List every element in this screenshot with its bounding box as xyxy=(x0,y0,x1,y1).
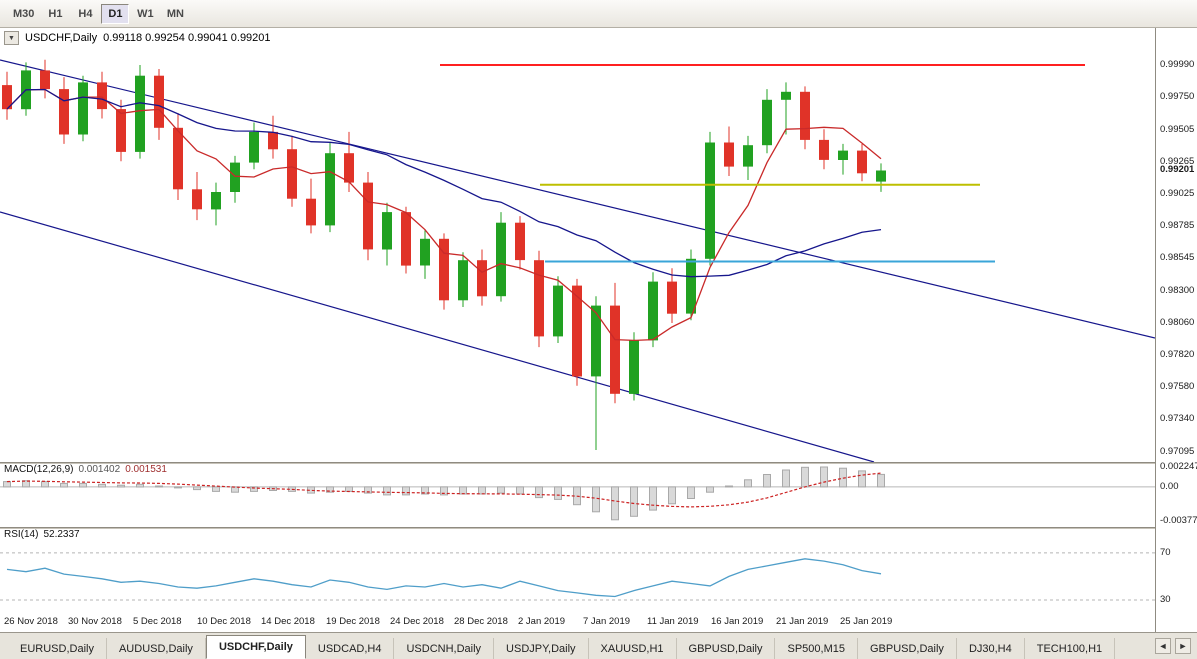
rsi-line xyxy=(6,558,882,598)
chart-tab-eurusd-daily[interactable]: EURUSD,Daily xyxy=(8,638,107,659)
chart-tab-dj30-h4[interactable]: DJ30,H4 xyxy=(957,638,1025,659)
price-scale-label: 0.97095 xyxy=(1160,446,1195,457)
candles xyxy=(2,59,886,450)
price-scale-label: 0.99505 xyxy=(1160,124,1195,135)
chart-tab-sp500-m15[interactable]: SP500,M15 xyxy=(775,638,858,659)
symbol-title: USDCHF,Daily xyxy=(25,32,98,44)
price-scale-label: 0.99265 xyxy=(1160,156,1195,167)
time-axis[interactable]: 26 Nov 2018 30 Nov 2018 5 Dec 2018 10 Dec 2… xyxy=(0,610,1155,632)
moving-average-20 xyxy=(6,88,882,278)
macd-scale-label: -0.003776 xyxy=(1160,515,1197,526)
rsi-label: RSI(14) xyxy=(4,529,39,540)
moving-average-5 xyxy=(6,88,882,342)
chart-tab-xauusd-h1[interactable]: XAUUSD,H1 xyxy=(589,638,677,659)
price-scale-label: 0.98060 xyxy=(1160,317,1195,328)
tab-scroll-right-icon[interactable]: ► xyxy=(1175,638,1191,654)
macd-header: MACD(12,26,9) 0.001402 0.001531 xyxy=(4,464,167,475)
price-scale-label: 0.97340 xyxy=(1160,413,1195,424)
date-label: 21 Jan 2019 xyxy=(776,616,829,627)
chart-tab-tech100-h1[interactable]: TECH100,H1 xyxy=(1025,638,1116,659)
chart-header: ▼ USDCHF,Daily 0.99118 0.99254 0.99041 0… xyxy=(4,31,271,45)
price-scale-label: 0.97820 xyxy=(1160,349,1195,360)
rsi-scale-label: 30 xyxy=(1160,594,1171,605)
timeframe-toolbar: M30 H1 H4 D1 W1 MN xyxy=(0,0,1197,28)
price-scale-label: 0.98545 xyxy=(1160,252,1195,263)
tab-scroll-controls: ◄ ► xyxy=(1155,638,1191,654)
macd-signal-value: 0.001531 xyxy=(125,464,167,475)
date-label: 28 Dec 2018 xyxy=(454,616,508,627)
price-scale-label: 0.98785 xyxy=(1160,220,1195,231)
chart-tab-gbpusd-daily[interactable]: GBPUSD,Daily xyxy=(858,638,957,659)
date-label: 14 Dec 2018 xyxy=(261,616,315,627)
rsi-scale-label: 70 xyxy=(1160,547,1171,558)
tab-scroll-left-icon[interactable]: ◄ xyxy=(1155,638,1171,654)
macd-scale-label: 0.002247 xyxy=(1160,461,1197,472)
timeframe-button-h1[interactable]: H1 xyxy=(48,7,63,20)
macd-main-value: 0.001402 xyxy=(78,464,121,475)
timeframe-button-w1[interactable]: W1 xyxy=(137,7,154,20)
chart-tab-usdcnh-daily[interactable]: USDCNH,Daily xyxy=(394,638,495,659)
pane-separator[interactable] xyxy=(0,462,1197,464)
trend-channel[interactable] xyxy=(0,59,1155,462)
ohlc-values: 0.99118 0.99254 0.99041 0.99201 xyxy=(103,32,271,44)
rsi-header: RSI(14) 52.2337 xyxy=(4,529,80,540)
timeframe-button-d1[interactable]: D1 xyxy=(101,3,130,24)
date-label: 11 Jan 2019 xyxy=(647,616,699,627)
price-scale-label: 0.98300 xyxy=(1160,285,1195,296)
macd-label: MACD(12,26,9) xyxy=(4,464,74,475)
pane-separator[interactable] xyxy=(0,527,1197,529)
current-price-label: 0.99201 xyxy=(1160,164,1195,175)
date-label: 24 Dec 2018 xyxy=(390,616,444,627)
price-scale-label: 0.99990 xyxy=(1160,59,1195,70)
chart-tab-gbpusd-daily[interactable]: GBPUSD,Daily xyxy=(677,638,776,659)
date-label: 19 Dec 2018 xyxy=(326,616,380,627)
chart-tab-usdcad-h4[interactable]: USDCAD,H4 xyxy=(306,638,395,659)
date-label: 5 Dec 2018 xyxy=(133,616,182,627)
price-scale-label: 0.99025 xyxy=(1160,188,1195,199)
price-scale-label: 0.99750 xyxy=(1160,91,1195,102)
timeframe-button-h4[interactable]: H4 xyxy=(78,7,93,20)
date-label: 25 Jan 2019 xyxy=(840,616,893,627)
price-scale-label: 0.97580 xyxy=(1160,381,1195,392)
main-chart-pane[interactable] xyxy=(0,28,1155,462)
chart-tab-bar: EURUSD,Daily AUDUSD,Daily USDCHF,Daily USDC… xyxy=(0,632,1197,659)
timeframe-button-m30[interactable]: M30 xyxy=(13,7,35,20)
macd-scale-label: 0.00 xyxy=(1160,481,1179,492)
macd-signal-line xyxy=(6,472,882,508)
date-label: 7 Jan 2019 xyxy=(583,616,631,627)
timeframe-button-mn[interactable]: MN xyxy=(166,7,184,20)
date-label: 26 Nov 2018 xyxy=(4,616,58,627)
date-label: 16 Jan 2019 xyxy=(711,616,764,627)
date-label: 2 Jan 2019 xyxy=(518,616,566,627)
rsi-value: 52.2337 xyxy=(43,529,80,540)
chart-tab-audusd-daily[interactable]: AUDUSD,Daily xyxy=(107,638,206,659)
chart-window: ▼ USDCHF,Daily 0.99118 0.99254 0.99041 0… xyxy=(0,28,1197,632)
rsi-pane[interactable] xyxy=(0,527,1155,610)
chart-tab-usdjpy-daily[interactable]: USDJPY,Daily xyxy=(494,638,589,659)
chart-tab-usdchf-daily[interactable]: USDCHF,Daily xyxy=(205,635,306,659)
collapse-icon[interactable]: ▼ xyxy=(4,31,19,45)
macd-pane[interactable] xyxy=(0,462,1155,527)
price-scale[interactable]: 0.99990 0.99750 0.99505 0.99265 0.99201 0.990… xyxy=(1155,28,1197,632)
date-label: 10 Dec 2018 xyxy=(197,616,251,627)
date-label: 30 Nov 2018 xyxy=(68,616,122,627)
